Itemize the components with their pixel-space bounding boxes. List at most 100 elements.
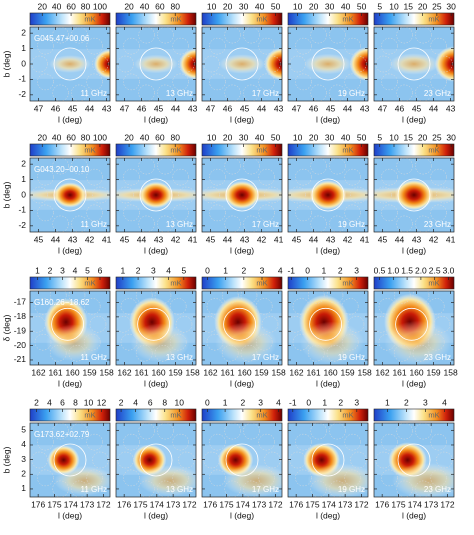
colorbar-tick-label: 30 [325,1,335,11]
colorbar [115,408,197,422]
aperture [397,47,431,81]
background-aperture [341,298,359,315]
y-tick-label: -2 [18,220,26,230]
background-aperture [264,451,281,469]
colorbar-unit: mK [256,278,267,287]
background-aperture [381,73,398,91]
aperture [309,307,343,341]
sky-image [288,291,368,365]
x-tick-label: 47 [292,103,302,113]
colorbar-tick-label: 4 [73,265,78,275]
background-aperture [255,298,273,315]
colorbar-tick-label: 20 [309,132,319,142]
x-tick-label: 162 [117,367,131,377]
y-tick-label: -2 [18,89,26,99]
emission [434,46,454,82]
colorbar-tick-label: 3 [151,265,156,275]
colorbar [201,12,283,26]
x-tick-label: 160 [409,367,423,377]
x-tick-label: 42 [257,234,267,244]
background-aperture [172,37,189,55]
background-aperture [326,344,344,362]
y-tick-label: 1 [21,483,26,493]
y-tick-label: 5 [21,425,26,435]
x-axis-label: l (deg) [402,114,426,124]
x-tick-label: 174 [236,499,250,509]
x-tick-label: 160 [65,367,79,377]
emission [224,181,260,209]
background-aperture [295,433,312,451]
x-tick-label: 176 [31,499,45,509]
x-tick-label: 173 [338,499,352,509]
background-aperture [172,168,189,186]
emission [215,322,277,364]
aperture [53,178,87,212]
y-tick-label: -19 [14,325,27,335]
aperture [139,47,173,81]
background-aperture [37,469,54,487]
y-tick-label: 0 [21,189,26,199]
background-aperture [378,298,396,315]
x-tick-label: 176 [117,499,131,509]
x-tick-label: 173 [80,499,94,509]
x-tick-label: 44 [309,234,319,244]
colorbar [287,408,369,422]
background-aperture [289,451,306,469]
background-aperture [49,344,67,362]
x-axis-label: l (deg) [316,245,340,255]
x-tick-label: 47 [378,103,388,113]
colorbar-tick-label: 50 [357,132,367,142]
background-aperture [123,168,140,186]
colorbar-tick-label: 3 [423,397,428,407]
sky-image [202,291,282,365]
background-aperture [34,333,52,351]
aperture [311,178,345,212]
x-tick-label: 46 [137,103,147,113]
x-tick-label: 159 [426,367,440,377]
colorbar-tick-label: 1 [322,397,327,407]
emission [139,181,173,209]
aperture [53,47,87,81]
background-aperture [347,316,365,333]
background-aperture [341,333,359,351]
background-aperture [344,73,361,91]
colorbar-tick-label: 15 [404,1,414,11]
colorbar-unit: mK [428,14,439,23]
colorbar-tick-label: 20 [309,1,319,11]
colorbar-tick-label: 6 [98,265,103,275]
colorbar-unit: mK [256,14,267,23]
aperture [225,178,259,212]
colorbar-tick-label: 80 [81,1,91,11]
background-aperture [221,291,239,304]
x-tick-label: 161 [134,367,148,377]
x-axis-label: l (deg) [230,510,254,520]
colorbar [115,12,197,26]
source-name: G043.20−00.10 [34,165,90,174]
frequency-label: 13 GHz [166,485,193,494]
colorbar [287,12,369,26]
background-aperture [86,168,103,186]
colorbar-tick-label: 60 [66,132,76,142]
x-tick-label: 43 [102,103,112,113]
image-frame [115,422,197,498]
colorbar-tick-label: 3 [260,265,265,275]
x-tick-label: 46 [51,103,61,113]
frequency-label: 17 GHz [252,353,279,362]
colorbar-tick-label: 4 [133,397,138,407]
colorbar-tick-label: 1 [223,397,228,407]
y-axis-label: b (deg) [1,50,11,77]
background-aperture [433,316,451,333]
image-frame [29,290,111,366]
frequency-label: 23 GHz [424,220,451,229]
image-frame [287,422,369,498]
x-tick-label: 175 [133,499,147,509]
x-axis-label: l (deg) [58,114,82,124]
background-aperture [393,344,411,362]
y-tick-label: -20 [14,340,27,350]
x-tick-label: 44 [395,234,405,244]
aperture [397,443,431,477]
colorbar-tick-label: 30 [325,132,335,142]
colorbar-unit: mK [256,410,267,419]
background-aperture [169,298,187,315]
